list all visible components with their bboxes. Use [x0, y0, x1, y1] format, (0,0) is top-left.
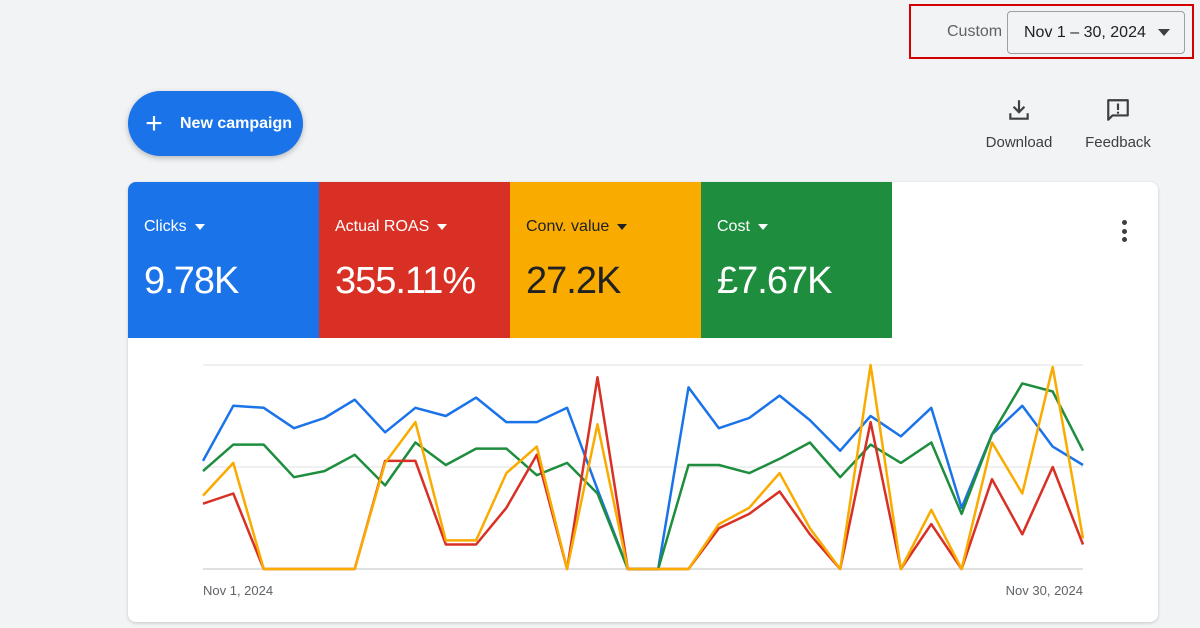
series-line-1: [201, 386, 1084, 571]
date-range-dropdown[interactable]: Nov 1 – 30, 2024: [1007, 11, 1185, 54]
download-icon: [1009, 100, 1029, 120]
performance-card: Clicks 9.78K Actual ROAS 355.11% Conv. v…: [128, 182, 1158, 622]
metric-value-conv-value: 27.2K: [526, 260, 621, 302]
more-dot: [1121, 228, 1127, 234]
metric-label-text: Cost: [717, 218, 750, 235]
feedback-button[interactable]: Feedback: [1084, 96, 1152, 151]
dropdown-arrow-icon: [437, 223, 448, 230]
metric-value-cost: £7.67K: [717, 260, 832, 302]
metric-tile-conv-value[interactable]: Conv. value 27.2K: [510, 182, 701, 338]
metric-label-clicks: Clicks: [144, 218, 205, 236]
date-range-mode-label: Custom: [947, 22, 1003, 40]
download-label: Download: [985, 134, 1053, 151]
metric-label-conv-value: Conv. value: [526, 218, 628, 236]
more-dot: [1121, 237, 1127, 242]
x-axis-end-label: Nov 30, 2024: [1006, 583, 1083, 598]
metric-label-cost: Cost: [717, 218, 768, 236]
metric-label-actual-roas: Actual ROAS: [335, 218, 448, 236]
metric-tile-cost[interactable]: Cost £7.67K: [701, 182, 892, 338]
plus-icon: +: [145, 106, 163, 140]
metric-label-text: Conv. value: [526, 218, 610, 235]
new-campaign-label: New campaign: [180, 114, 293, 132]
new-campaign-button[interactable]: + New campaign: [128, 91, 303, 156]
series-line-4: [202, 363, 1085, 571]
date-range-value: Nov 1 – 30, 2024: [1024, 23, 1146, 41]
metric-value-actual-roas: 355.11%: [335, 260, 476, 302]
performance-line-chart: Nov 1, 2024 Nov 30, 2024: [201, 363, 1085, 598]
dropdown-arrow-icon: [194, 223, 205, 230]
dropdown-arrow-icon: [617, 223, 628, 230]
date-range-picker: Custom Nov 1 – 30, 2024: [909, 4, 1194, 59]
metric-label-text: Clicks: [144, 218, 187, 235]
more-options-icon[interactable]: [1112, 218, 1136, 244]
x-axis-start-label: Nov 1, 2024: [203, 583, 273, 598]
dropdown-arrow-icon: [757, 223, 768, 230]
metric-tile-actual-roas[interactable]: Actual ROAS 355.11%: [319, 182, 510, 338]
chart-series: [201, 363, 1085, 571]
feedback-icon: [1107, 99, 1129, 121]
more-dot: [1121, 220, 1127, 225]
metric-value-clicks: 9.78K: [144, 260, 239, 302]
download-button[interactable]: Download: [985, 96, 1053, 151]
chart-grid: [203, 364, 1083, 570]
dropdown-arrow-icon: [1158, 29, 1170, 36]
metric-tile-clicks[interactable]: Clicks 9.78K: [128, 182, 319, 338]
metric-label-text: Actual ROAS: [335, 218, 430, 235]
feedback-label: Feedback: [1085, 134, 1151, 151]
